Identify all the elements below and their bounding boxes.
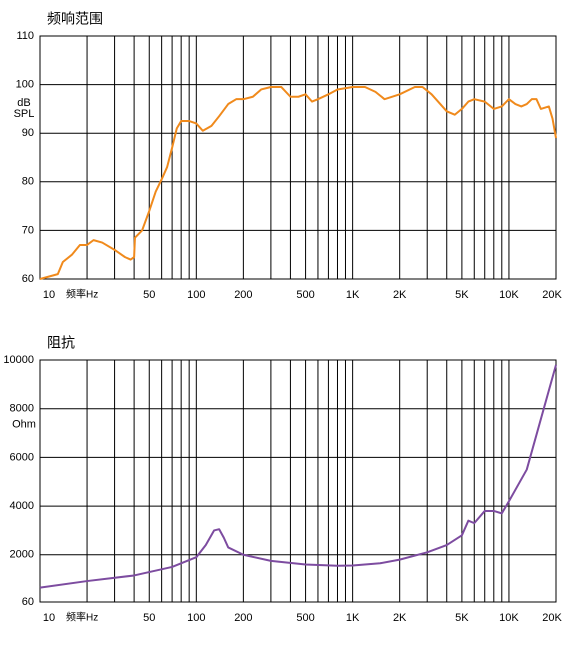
plot-frame [39,35,557,280]
y-tick-label: 6000 [10,451,34,463]
x-tick-label: 5K [455,289,469,301]
x-tick-label: 100 [187,612,205,624]
y-tick-label: 80 [22,176,34,188]
chart-title: 阻抗 [47,335,75,351]
x-tick-label: 50 [143,289,155,301]
x-tick-label: 500 [296,612,314,624]
chart-title: 频响范围 [47,11,103,27]
x-tick-label: 200 [234,289,252,301]
x-tick-label: 20K [542,612,562,624]
x-tick-label: 500 [296,289,314,301]
plot-frame [39,359,557,603]
y-tick-label: 60 [22,596,34,608]
y-tick-label: 4000 [10,500,34,512]
x-tick-label: 200 [234,612,252,624]
y-tick-label: 60 [22,273,34,285]
data-line [39,364,557,589]
x-tick-label: 1K [346,612,360,624]
y-tick-label: 10000 [3,354,34,366]
y-tick-label: 100 [16,79,34,91]
x-tick-label: 10 [43,612,55,624]
y-axis-label: SPL [14,108,35,120]
y-tick-label: 8000 [10,403,34,415]
y-axis-label: dB [17,97,30,109]
y-tick-label: 90 [22,127,34,139]
x-tick-label: 50 [143,612,155,624]
x-tick-label: 5K [455,612,469,624]
x-tick-label: 10K [499,289,519,301]
y-tick-label: 70 [22,224,34,236]
x-tick-label: 20K [542,289,562,301]
x-tick-label: 10 [43,289,55,301]
y-tick-label: 2000 [10,549,34,561]
x-axis-label: 频率Hz [66,288,98,301]
y-axis-label: Ohm [12,419,36,431]
y-tick-label: 110 [16,30,34,42]
x-tick-label: 100 [187,289,205,301]
x-tick-label: 10K [499,612,519,624]
data-line [39,86,557,280]
x-axis-label: 频率Hz [66,611,98,624]
x-tick-label: 1K [346,289,360,301]
x-tick-label: 2K [393,289,407,301]
x-tick-label: 2K [393,612,407,624]
